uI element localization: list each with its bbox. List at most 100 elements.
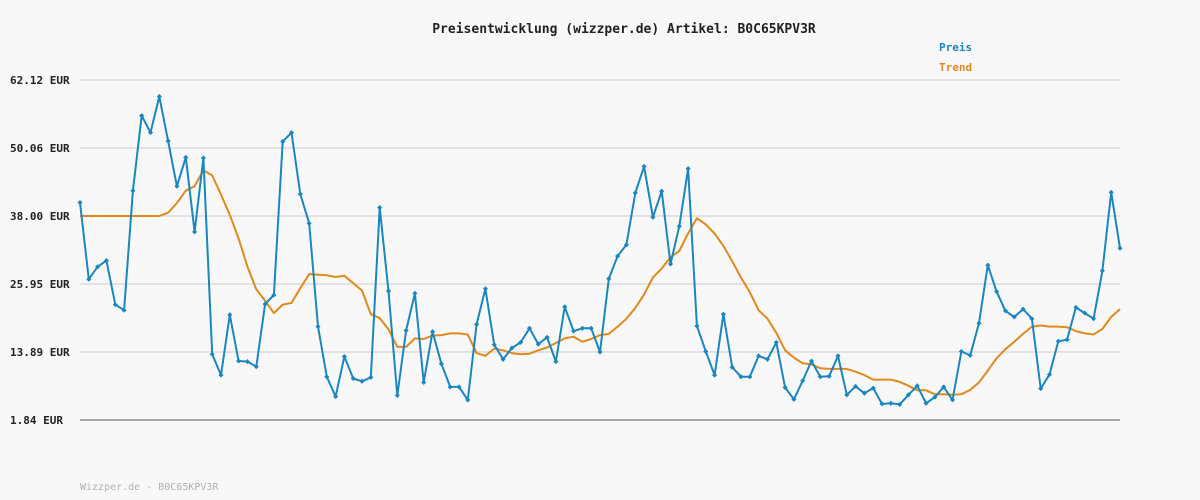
preis-data-point	[1038, 386, 1044, 392]
preis-data-point	[1011, 314, 1017, 320]
preis-data-point	[632, 190, 638, 196]
preis-data-point	[571, 328, 577, 334]
preis-data-point	[456, 384, 462, 390]
preis-data-point	[1002, 308, 1008, 314]
preis-data-point	[659, 188, 665, 194]
preis-data-point	[315, 324, 321, 330]
legend-item-trend: Trend	[939, 61, 972, 74]
preis-data-point	[341, 353, 347, 360]
preis-data-point	[491, 342, 497, 348]
y-tick-label: 38.00 EUR	[10, 210, 70, 223]
preis-data-point	[359, 378, 365, 384]
preis-data-point	[280, 139, 286, 145]
preis-data-point	[174, 183, 180, 189]
preis-data-point	[192, 229, 198, 235]
preis-data-point	[333, 393, 339, 400]
preis-data-point	[579, 325, 585, 331]
preis-data-point	[77, 199, 83, 206]
y-tick-label: 50.06 EUR	[10, 142, 70, 155]
preis-data-point	[253, 364, 259, 370]
preis-data-point	[712, 372, 718, 378]
preis-data-point	[262, 301, 268, 307]
preis-data-point	[447, 384, 453, 390]
preis-data-point	[773, 339, 779, 345]
preis-data-point	[1091, 316, 1097, 322]
preis-data-point	[694, 323, 700, 329]
legend: Preis Trend	[939, 41, 972, 74]
preis-data-point	[509, 345, 515, 351]
preis-data-point	[156, 93, 162, 100]
preis-data-point	[429, 329, 436, 335]
preis-data-point	[200, 155, 206, 161]
preis-data-point	[817, 374, 823, 380]
preis-data-point	[1099, 268, 1105, 274]
preis-data-point	[183, 154, 189, 160]
preis-data-point	[474, 321, 480, 327]
preis-data-point	[835, 353, 841, 359]
preis-data-point	[747, 374, 753, 380]
preis-data-point	[976, 320, 982, 326]
preis-series-line	[79, 95, 1121, 406]
preis-data-point	[271, 292, 277, 298]
preis-data-point	[1082, 310, 1088, 316]
preis-data-point	[350, 375, 356, 382]
preis-data-point	[130, 188, 136, 194]
preis-data-point	[897, 401, 903, 407]
preis-data-point	[297, 191, 303, 197]
preis-data-point	[1055, 338, 1061, 344]
preis-data-point	[227, 312, 233, 318]
preis-data-point	[888, 400, 894, 406]
preis-data-point	[1117, 245, 1123, 251]
preis-data-point	[244, 359, 251, 365]
preis-data-point	[368, 374, 374, 380]
y-axis-ticks: 62.12 EUR 50.06 EUR 38.00 EUR 25.95 EUR 13.8…	[10, 74, 70, 427]
preis-data-point	[218, 372, 224, 378]
preis-data-point	[535, 341, 541, 347]
preis-data-point	[703, 348, 709, 354]
preis-data-point	[985, 262, 991, 268]
preis-data-point	[306, 220, 312, 226]
legend-item-preis: Preis	[939, 41, 972, 54]
preis-data-point	[1108, 189, 1114, 195]
preis-data-point	[465, 397, 471, 403]
preis-data-point	[1020, 306, 1026, 312]
preis-data-point	[1029, 316, 1035, 322]
preis-data-point	[676, 223, 682, 229]
preis-data-point	[482, 286, 488, 292]
preis-data-point	[905, 392, 912, 398]
trend-series-line	[80, 169, 1121, 396]
preis-data-point	[597, 349, 603, 355]
preis-data-point	[385, 288, 392, 294]
preis-data-point	[544, 334, 550, 340]
preis-data-point	[236, 358, 242, 364]
preis-data-point	[994, 289, 1000, 295]
preis-data-point	[1064, 337, 1070, 343]
preis-data-point	[112, 302, 118, 308]
preis-data-point	[553, 359, 559, 365]
preis-data-point	[791, 396, 797, 402]
preis-data-point	[588, 325, 594, 331]
preis-data-point	[800, 378, 806, 384]
preis-data-point	[923, 400, 929, 406]
preis-data-point	[394, 392, 400, 398]
preis-data-point	[438, 361, 444, 367]
preis-data-point	[421, 379, 427, 385]
preis-data-point	[720, 311, 726, 317]
y-tick-label: 13.89 EUR	[10, 346, 70, 359]
preis-data-point	[764, 356, 771, 362]
series-lines	[77, 93, 1123, 407]
preis-data-point	[562, 304, 568, 310]
preis-data-point	[941, 384, 947, 390]
preis-data-point	[667, 261, 674, 267]
grid-lines	[80, 79, 1120, 354]
chart-title: Preisentwicklung (wizzper.de) Artikel: B…	[432, 22, 816, 37]
preis-data-point	[606, 276, 612, 282]
preis-data-point	[1073, 304, 1079, 310]
preis-data-point	[853, 383, 859, 389]
y-tick-label: 1.84 EUR	[10, 414, 63, 427]
preis-data-point	[518, 339, 524, 345]
preis-data-point	[165, 138, 171, 144]
preis-data-point	[412, 290, 418, 296]
